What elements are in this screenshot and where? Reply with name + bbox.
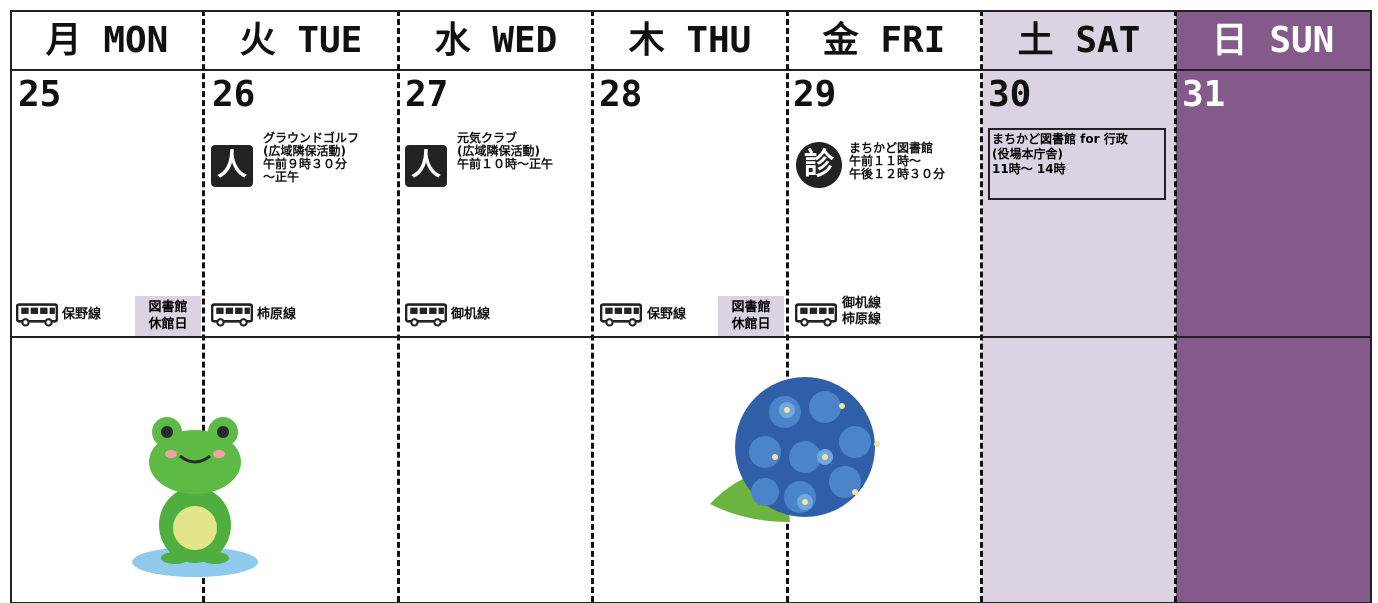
note-line: 図書館 — [148, 300, 188, 315]
bus-icon — [211, 303, 253, 327]
bus-route: 御机線 — [451, 307, 491, 322]
event-line: 午後１２時３０分 — [849, 167, 946, 181]
bus-route: 保野線 — [647, 307, 687, 322]
col-line — [786, 10, 789, 602]
event-text: 元気クラブ (広域隣保活動) 午前１０時～正午 — [457, 132, 553, 171]
event-line: 午前１０時～正午 — [457, 157, 554, 171]
event-text: グラウンドゴルフ (広域隣保活動) 午前９時３０分 ～正午 — [263, 132, 359, 184]
col-line — [980, 10, 983, 602]
day-header: 日 SUN — [1211, 20, 1335, 61]
event-box: まちかど図書館 for 行政 (役場本庁舎) 11時～ 14時 — [988, 128, 1166, 200]
event-line: 午前９時３０分 — [263, 157, 348, 171]
event-line: ～正午 — [263, 170, 300, 184]
col-line — [1174, 10, 1177, 602]
event-line: 午前１１時～ — [849, 154, 922, 168]
event-icon: 人 — [211, 145, 253, 187]
saturday-bg — [982, 10, 1176, 602]
note-line: 図書館 — [731, 300, 771, 315]
sunday-bg — [1176, 10, 1370, 602]
event-line: (広域隣保活動) — [457, 144, 540, 158]
event-line: グラウンドゴルフ — [263, 131, 360, 145]
row-line — [10, 69, 1370, 71]
date: 26 — [212, 74, 256, 115]
event-line: まちかど図書館 for 行政 — [992, 132, 1128, 146]
day-header: 土 SAT — [1017, 20, 1141, 61]
event-line: (広域隣保活動) — [263, 144, 346, 158]
bus-route: 御机線 柿原線 — [842, 296, 881, 328]
date: 30 — [988, 74, 1032, 115]
date: 31 — [1182, 74, 1226, 115]
bus-icon — [405, 303, 447, 327]
day-header: 火 TUE — [239, 20, 363, 61]
frog-illustration — [132, 417, 258, 577]
date: 29 — [793, 74, 837, 115]
bus-route: 保野線 — [62, 307, 102, 322]
event-line: まちかど図書館 — [849, 141, 934, 155]
date: 27 — [405, 74, 449, 115]
bus-route: 柿原線 — [257, 307, 297, 322]
event-line: 11時～ 14時 — [992, 162, 1066, 176]
day-header: 水 WED — [434, 20, 558, 61]
hydrangea-illustration — [710, 377, 880, 522]
event-line: 元気クラブ — [457, 131, 518, 145]
day-header: 月 MON — [45, 20, 169, 61]
date: 25 — [18, 74, 62, 115]
closed-note: 図書館 休館日 — [135, 296, 201, 336]
col-line — [202, 10, 205, 602]
event-icon: 診 — [796, 142, 842, 188]
closed-note: 図書館 休館日 — [718, 296, 784, 336]
day-header: 木 THU — [628, 20, 752, 61]
bus-icon — [600, 303, 642, 327]
note-line: 休館日 — [148, 317, 188, 332]
note-line: 休館日 — [731, 317, 771, 332]
col-line — [591, 10, 594, 602]
bus-route-line: 御机線 — [842, 296, 882, 311]
bus-route-line: 柿原線 — [842, 312, 882, 327]
day-header: 金 FRI — [822, 20, 946, 61]
event-icon: 人 — [405, 145, 447, 187]
bus-icon — [16, 303, 58, 327]
event-line: (役場本庁舎) — [992, 147, 1063, 161]
event-text: まちかど図書館 午前１１時～ 午後１２時３０分 — [849, 142, 945, 181]
col-line — [397, 10, 400, 602]
bus-icon — [795, 303, 837, 327]
row-line — [10, 336, 1370, 338]
date: 28 — [599, 74, 643, 115]
